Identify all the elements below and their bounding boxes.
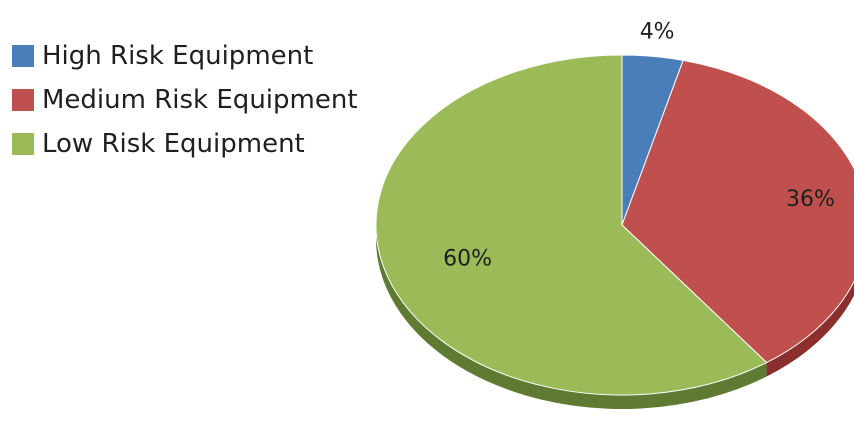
pie-data-labels: 4% 36% 60% bbox=[443, 20, 835, 272]
pie-side-medium-risk bbox=[766, 281, 854, 377]
legend-label-low-risk: Low Risk Equipment bbox=[42, 129, 305, 159]
pie-slice-medium-risk bbox=[621, 59, 854, 364]
legend-swatch-medium-risk bbox=[12, 89, 34, 111]
legend-swatch-high-risk bbox=[12, 45, 34, 67]
data-label-high-risk: 4% bbox=[640, 20, 675, 45]
legend-item-low-risk: Low Risk Equipment bbox=[12, 122, 358, 166]
pie-side-low-risk bbox=[376, 225, 767, 409]
pie-slices bbox=[375, 54, 854, 396]
legend-label-high-risk: High Risk Equipment bbox=[42, 41, 314, 71]
legend-item-medium-risk: Medium Risk Equipment bbox=[12, 78, 358, 122]
legend-item-high-risk: High Risk Equipment bbox=[12, 34, 358, 78]
data-label-low-risk: 60% bbox=[443, 247, 492, 272]
pie-slice-low-risk bbox=[375, 54, 768, 396]
legend: High Risk Equipment Medium Risk Equipmen… bbox=[12, 34, 358, 166]
legend-label-medium-risk: Medium Risk Equipment bbox=[42, 85, 358, 115]
pie-3d-sides bbox=[376, 225, 854, 409]
data-label-medium-risk: 36% bbox=[786, 187, 835, 212]
legend-swatch-low-risk bbox=[12, 133, 34, 155]
